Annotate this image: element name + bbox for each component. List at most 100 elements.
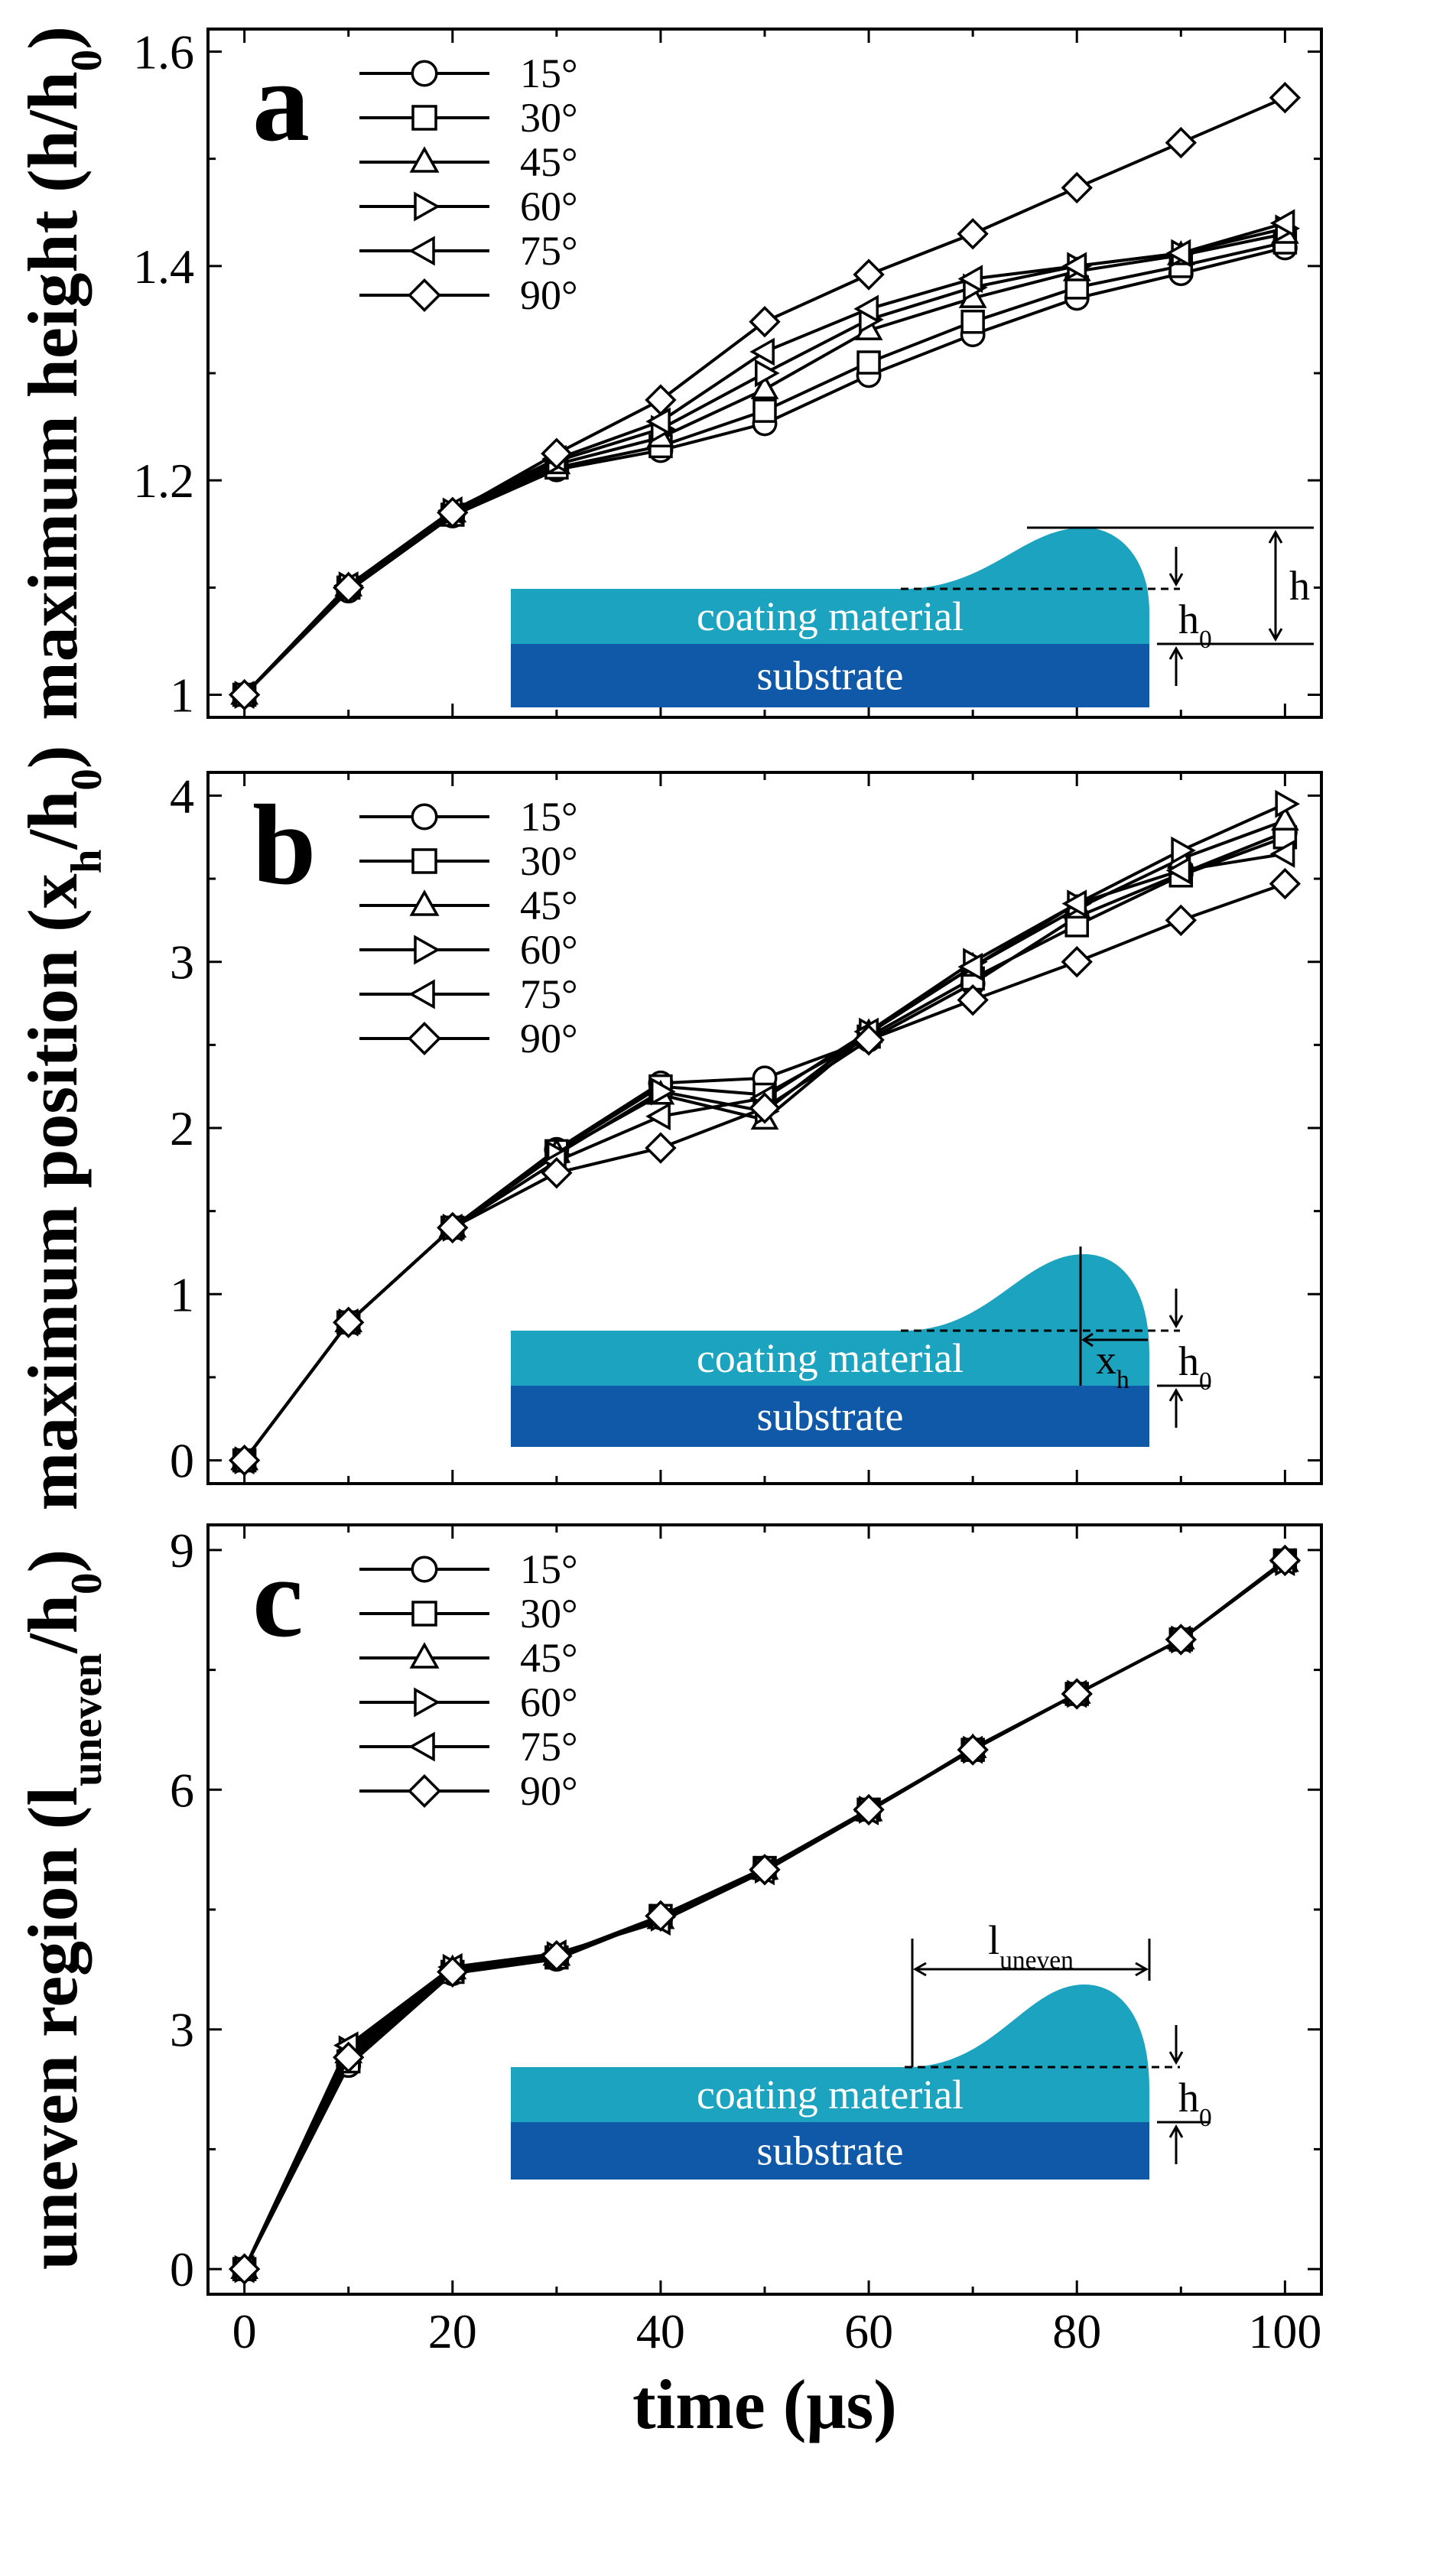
legend-label: 45° bbox=[520, 139, 578, 185]
panel-letter: b bbox=[252, 782, 316, 909]
legend-marker bbox=[414, 191, 440, 222]
uneven-arrowheads bbox=[912, 1962, 1149, 1977]
y-tick-label: 9 bbox=[170, 1523, 194, 1578]
h0-label: h0 bbox=[1178, 1338, 1212, 1396]
y-axis-label: maximum position (xh/h0) bbox=[14, 746, 111, 1511]
data-point bbox=[752, 398, 777, 423]
data-point bbox=[853, 258, 885, 291]
panel-a: 1 1.2 1.4 1.6 maximum height (h/h0) a coating … bbox=[14, 24, 1323, 723]
y-tick-label: 1 bbox=[170, 668, 194, 723]
y-tick-label: 3 bbox=[170, 2003, 194, 2057]
data-point bbox=[1061, 171, 1093, 204]
legend-marker bbox=[411, 1555, 438, 1583]
data-point bbox=[228, 2253, 261, 2285]
data-point bbox=[1269, 867, 1302, 900]
h0-arrowhead-top bbox=[1168, 2051, 1184, 2066]
legend-marker bbox=[408, 236, 435, 266]
legend-label: 30° bbox=[520, 838, 578, 884]
data-point bbox=[755, 359, 780, 388]
legend-label: 30° bbox=[520, 1591, 578, 1637]
y-tick-label: 0 bbox=[170, 2242, 194, 2297]
panel-c: 0 3 6 9 0 20 40 60 80 100 time (μs) uneven region (… bbox=[14, 1523, 1323, 2443]
substrate-layer bbox=[511, 2122, 1149, 2180]
data-point bbox=[1269, 209, 1295, 238]
data-point bbox=[856, 350, 881, 375]
coating-layer bbox=[511, 1985, 1149, 2122]
data-point bbox=[645, 407, 671, 436]
x-axis-label: time (μs) bbox=[632, 2365, 897, 2443]
substrate-label: substrate bbox=[757, 653, 904, 699]
data-point bbox=[1269, 1544, 1302, 1577]
panel-b: 0 1 2 3 4 maximum position (xh/h0) b coating ma… bbox=[14, 746, 1323, 1511]
y-tick-label: 6 bbox=[170, 1763, 194, 1817]
data-point bbox=[437, 496, 469, 528]
legend-label: 90° bbox=[520, 1016, 578, 1061]
data-point bbox=[749, 1092, 781, 1124]
x-tick-label: 0 bbox=[232, 2304, 257, 2358]
legend: 15°30°45°60°75°90° bbox=[359, 1546, 578, 1814]
data-point bbox=[333, 1306, 365, 1338]
data-point bbox=[1061, 946, 1093, 978]
legend-label: 60° bbox=[520, 927, 578, 973]
legend-marker bbox=[408, 278, 441, 312]
legend: 15°30°45°60°75°90° bbox=[359, 50, 578, 318]
legend-marker bbox=[409, 889, 440, 916]
h0-arrowhead-top bbox=[1168, 573, 1184, 587]
data-point bbox=[437, 1211, 469, 1244]
data-point bbox=[650, 1077, 676, 1106]
y-axis-label: maximum height (h/h0) bbox=[14, 26, 111, 720]
data-point bbox=[957, 952, 983, 981]
y-tick-label: 1.6 bbox=[133, 24, 194, 79]
legend-label: 15° bbox=[520, 50, 578, 96]
legend-marker bbox=[408, 1022, 441, 1055]
series-90deg bbox=[228, 867, 1302, 1477]
legend-marker bbox=[408, 1774, 441, 1808]
data-point bbox=[957, 984, 989, 1016]
panel-letter: c bbox=[252, 1534, 304, 1661]
data-point bbox=[1061, 889, 1087, 918]
data-point bbox=[1269, 840, 1295, 868]
data-point bbox=[1171, 836, 1196, 865]
legend-label: 45° bbox=[520, 883, 578, 928]
inset-schematic: coating material substrate h0 xh bbox=[511, 1247, 1212, 1447]
legend-label: 60° bbox=[520, 184, 578, 229]
data-point bbox=[749, 306, 781, 338]
y-tick-label: 0 bbox=[170, 1434, 194, 1488]
y-tick-label: 4 bbox=[170, 769, 194, 823]
legend-marker bbox=[411, 803, 438, 831]
legend-label: 75° bbox=[520, 228, 578, 274]
legend-marker bbox=[411, 848, 437, 874]
panel-letter: a bbox=[252, 38, 310, 165]
coating-label: coating material bbox=[697, 1335, 964, 1381]
h0-label: h0 bbox=[1178, 2075, 1212, 2132]
x-tick-label: 20 bbox=[428, 2304, 477, 2358]
data-point bbox=[645, 1132, 677, 1164]
coating-layer bbox=[511, 1254, 1149, 1386]
substrate-label: substrate bbox=[757, 2128, 904, 2174]
data-point bbox=[853, 1024, 885, 1056]
h-arrowheads bbox=[1268, 529, 1283, 642]
data-point bbox=[541, 1156, 573, 1189]
y-tick-label: 2 bbox=[170, 1101, 194, 1156]
data-point bbox=[1061, 1678, 1093, 1710]
data-point bbox=[228, 678, 261, 711]
data-point bbox=[1269, 82, 1302, 114]
data-point bbox=[333, 571, 365, 604]
series-90deg bbox=[228, 82, 1302, 711]
legend-marker bbox=[408, 1731, 435, 1762]
legend-label: 90° bbox=[520, 1768, 578, 1814]
substrate-layer bbox=[511, 1386, 1149, 1447]
legend: 15°30°45°60°75°90° bbox=[359, 794, 578, 1061]
data-point bbox=[1165, 1624, 1197, 1656]
h0-arrowhead-top bbox=[1168, 1315, 1184, 1329]
legend-marker bbox=[408, 979, 435, 1009]
inset-schematic: coating material substrate h0 luneven bbox=[511, 1917, 1212, 2180]
data-point bbox=[749, 337, 775, 366]
h0-arrowhead-bottom bbox=[1168, 1387, 1184, 1402]
legend-marker bbox=[411, 105, 437, 131]
data-point bbox=[853, 1793, 885, 1826]
data-point bbox=[750, 374, 779, 399]
x-tick-label: 60 bbox=[844, 2304, 893, 2358]
legend-label: 75° bbox=[520, 971, 578, 1017]
